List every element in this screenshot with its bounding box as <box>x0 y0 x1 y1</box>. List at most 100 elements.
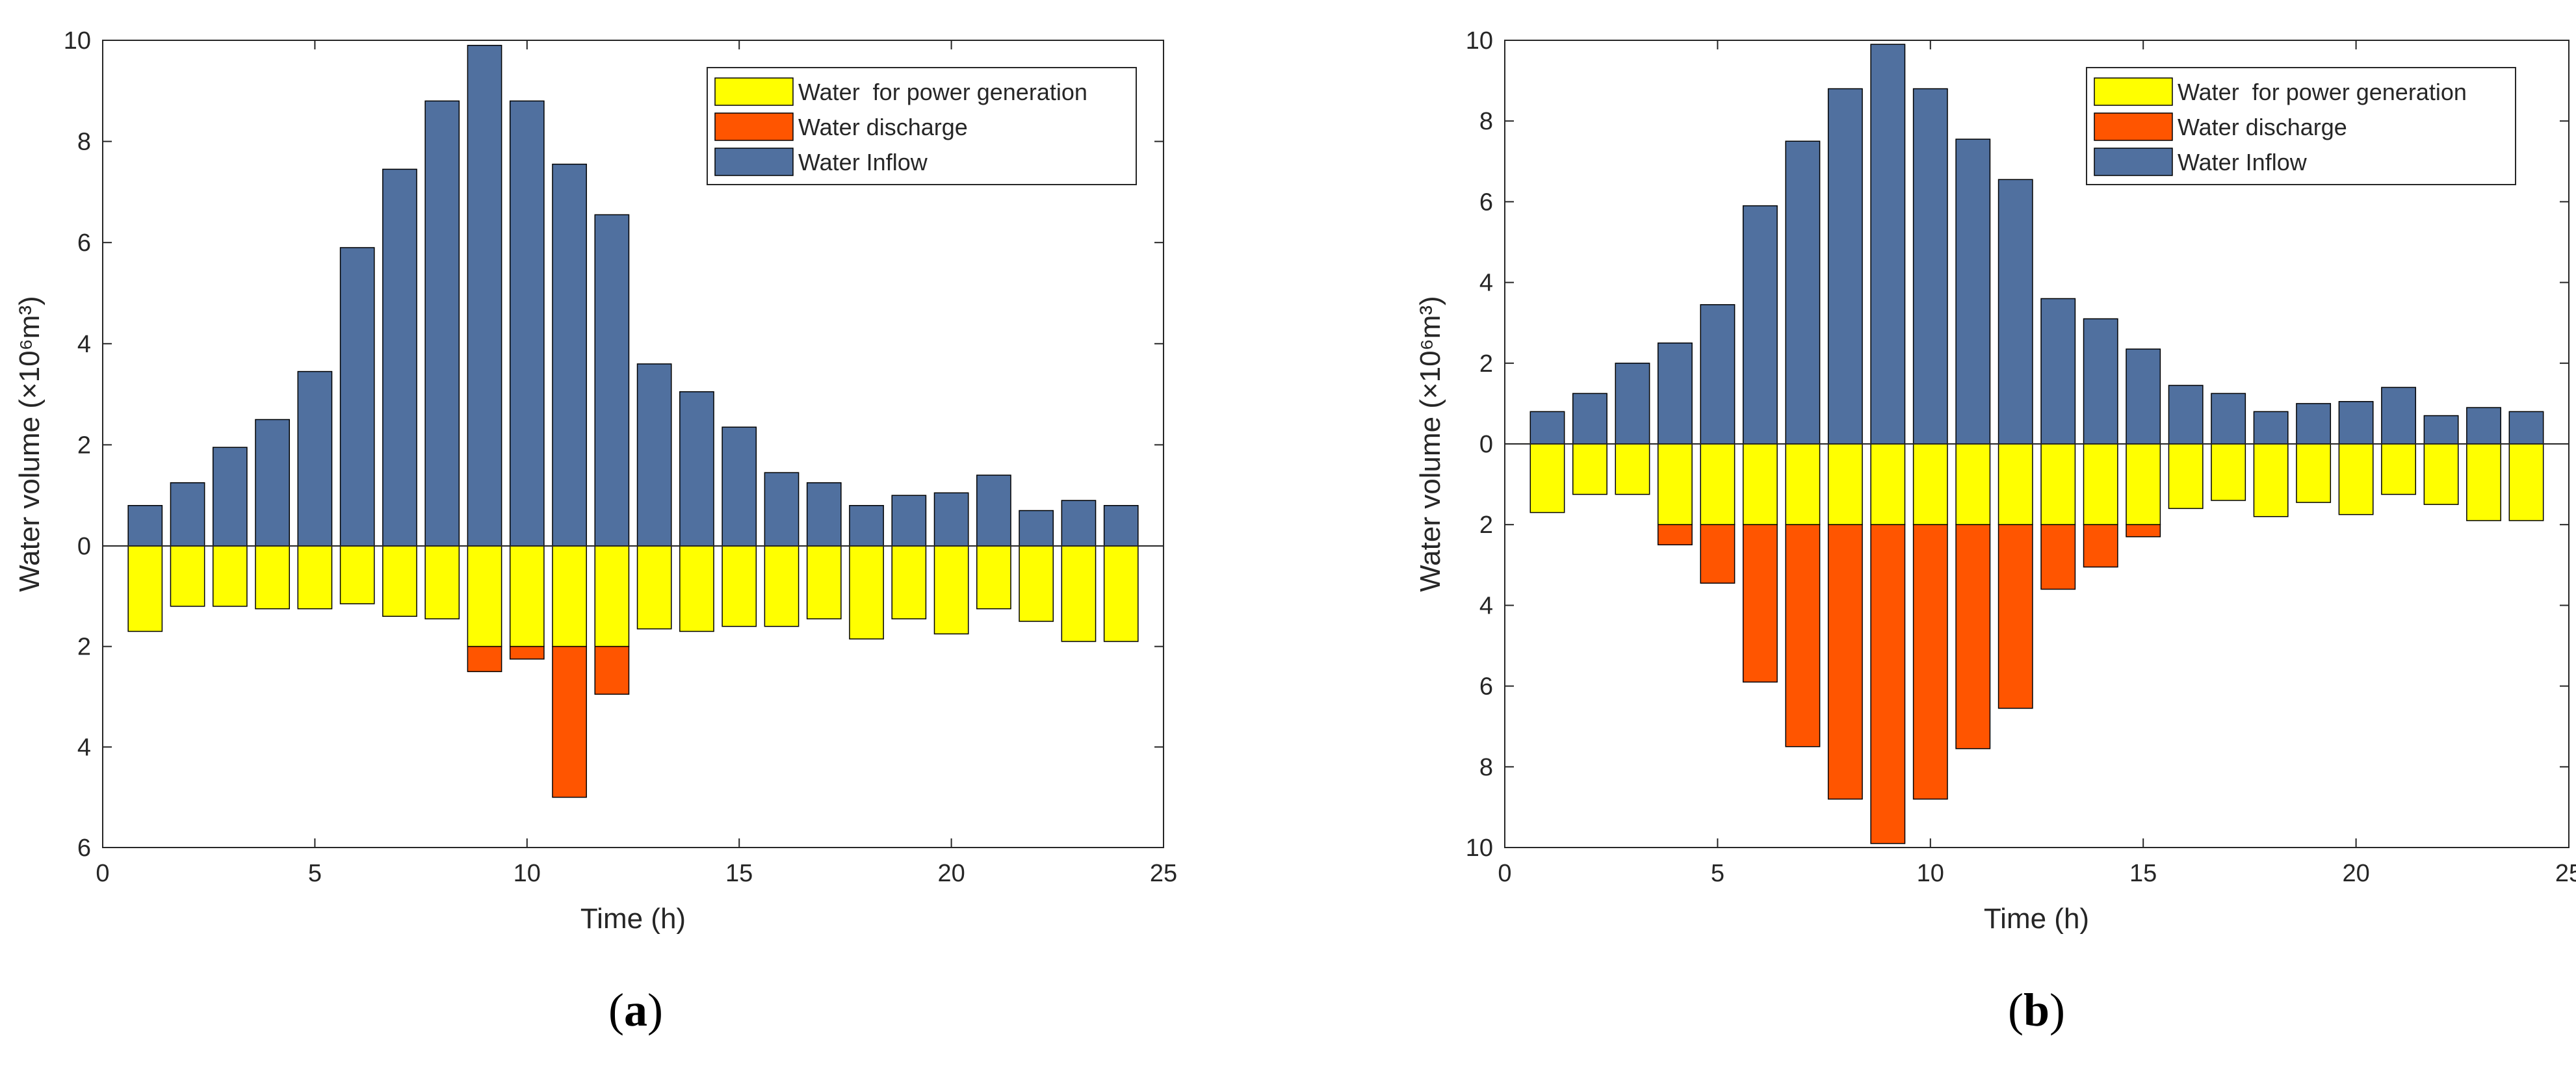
bar-inflow-19 <box>891 495 927 547</box>
bar-inflow-7 <box>1785 140 1821 445</box>
bar-power-10 <box>509 545 545 647</box>
y-ticks-a: 10 8 6 4 2 0 2 4 6 <box>64 27 1164 862</box>
caption-a-letter: a <box>624 984 647 1036</box>
bar-power-1 <box>1529 443 1565 513</box>
bar-inflow-15 <box>2126 348 2161 445</box>
legend-a: Water for power generation Water dischar… <box>707 67 1137 185</box>
bar-power-6 <box>339 545 375 604</box>
x-tick-label: 20 <box>2342 860 2369 887</box>
y-tick-label: 4 <box>77 331 91 358</box>
bar-power-12 <box>1997 443 2033 525</box>
bar-inflow-5 <box>1700 304 1736 445</box>
bar-power-14 <box>679 545 714 632</box>
bar-inflow-17 <box>806 482 842 547</box>
bar-inflow-13 <box>2040 298 2076 445</box>
bar-inflow-23 <box>2466 407 2501 445</box>
bar-discharge-10 <box>509 645 545 660</box>
bar-power-13 <box>636 545 672 630</box>
caption-b-letter: b <box>2023 984 2049 1036</box>
bar-power-8 <box>1827 443 1863 525</box>
y-tick-label: 2 <box>77 634 91 661</box>
bar-power-19 <box>891 545 927 619</box>
bar-inflow-9 <box>467 45 502 547</box>
x-tick-label: 0 <box>96 860 109 887</box>
x-axis-label-a: Time (h) <box>580 903 686 935</box>
bar-power-22 <box>1019 545 1054 622</box>
bar-inflow-1 <box>127 505 163 547</box>
bar-inflow-11 <box>552 163 587 547</box>
y-tick-label: 6 <box>77 835 91 862</box>
bar-inflow-22 <box>2423 415 2459 445</box>
bar-inflow-6 <box>1742 205 1778 445</box>
bar-power-22 <box>2423 443 2459 505</box>
bar-power-16 <box>2168 443 2204 510</box>
bar-discharge-11 <box>552 645 587 798</box>
caption-b: (b) <box>2008 984 2065 1036</box>
bar-inflow-17 <box>2211 393 2246 445</box>
bar-power-24 <box>2508 443 2544 521</box>
bar-inflow-6 <box>339 247 375 547</box>
bar-power-17 <box>806 545 842 619</box>
bar-inflow-21 <box>2381 387 2417 445</box>
bar-power-14 <box>2083 443 2118 525</box>
bar-power-21 <box>976 545 1011 610</box>
y-tick-label: 6 <box>1479 188 1493 216</box>
bar-discharge-13 <box>2040 524 2076 590</box>
bar-inflow-5 <box>297 370 333 547</box>
bar-power-20 <box>2338 443 2374 515</box>
x-tick-label: 15 <box>725 860 753 887</box>
x-tick-label: 15 <box>2129 860 2157 887</box>
bar-inflow-2 <box>1572 393 1607 445</box>
legend-swatch-inflow-b <box>2094 148 2173 176</box>
bar-inflow-2 <box>170 482 205 547</box>
bar-power-24 <box>1103 545 1139 642</box>
bar-inflow-19 <box>2296 403 2332 445</box>
bar-power-20 <box>933 545 969 635</box>
x-tick-label: 20 <box>937 860 965 887</box>
bar-power-7 <box>1785 443 1821 525</box>
bar-power-15 <box>2126 443 2161 525</box>
bar-inflow-24 <box>2508 411 2544 445</box>
y-tick-label: 0 <box>1479 431 1493 458</box>
legend-swatch-power-a <box>714 77 794 106</box>
bar-inflow-22 <box>1019 510 1054 547</box>
y-tick-label: 10 <box>1466 27 1493 55</box>
bar-discharge-12 <box>1997 524 2033 709</box>
bar-power-9 <box>467 545 502 647</box>
bar-power-10 <box>1912 443 1948 525</box>
legend-swatch-discharge-a <box>714 112 794 141</box>
y-tick-label: 8 <box>1479 108 1493 135</box>
legend-swatch-power-b <box>2094 77 2173 106</box>
bars-a <box>127 45 1139 798</box>
bar-inflow-24 <box>1103 505 1139 547</box>
bar-inflow-10 <box>1912 88 1948 445</box>
bar-inflow-4 <box>1657 343 1693 445</box>
bar-inflow-10 <box>509 100 545 547</box>
bar-power-4 <box>255 545 290 610</box>
y-tick-label: 4 <box>1479 592 1493 619</box>
legend-label-power-b: Water for power generation <box>2178 79 2467 105</box>
bar-discharge-9 <box>1870 524 1906 844</box>
bar-inflow-14 <box>679 391 714 547</box>
legend-swatch-inflow-a <box>714 148 794 176</box>
x-axis-label-b: Time (h) <box>1984 903 2089 935</box>
x-tick-label: 25 <box>1150 860 1177 887</box>
bar-inflow-20 <box>933 492 969 547</box>
bar-inflow-8 <box>1827 88 1863 445</box>
caption-a: (a) <box>608 984 663 1036</box>
bar-discharge-10 <box>1912 524 1948 800</box>
legend-label-inflow-a: Water Inflow <box>798 149 928 175</box>
bar-inflow-3 <box>1615 363 1650 445</box>
bar-discharge-9 <box>467 645 502 673</box>
bar-inflow-16 <box>2168 385 2204 445</box>
legend-label-discharge-a: Water discharge <box>798 114 968 140</box>
bar-power-9 <box>1870 443 1906 525</box>
bar-inflow-12 <box>1997 179 2033 445</box>
legend-swatch-discharge-b <box>2094 112 2173 141</box>
bar-discharge-12 <box>594 645 630 695</box>
y-tick-label: 0 <box>77 533 91 560</box>
bars-b <box>1529 44 2544 844</box>
bar-inflow-18 <box>849 505 884 547</box>
bar-discharge-6 <box>1742 524 1778 683</box>
